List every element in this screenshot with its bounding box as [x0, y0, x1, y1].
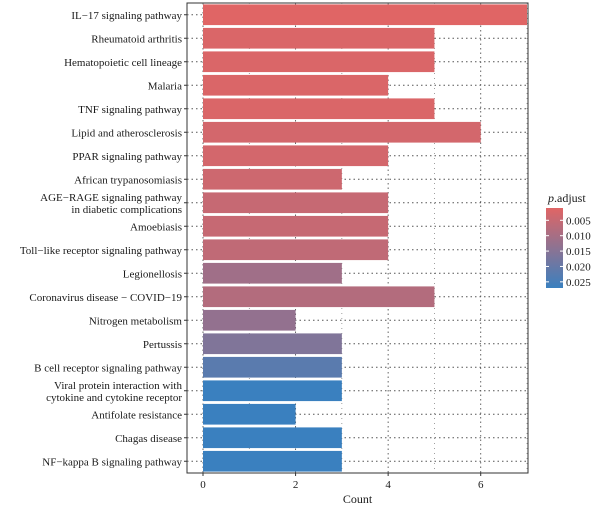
category-label-line: IL−17 signaling pathway: [71, 10, 182, 22]
category-label: AGE−RAGE signaling pathway in diabetic co…: [40, 192, 182, 216]
category-label-line: Chagas disease: [115, 433, 182, 445]
legend-tick-label: 0.015: [566, 246, 591, 258]
legend-tick-label: 0.005: [566, 215, 591, 227]
category-label: Toll−like receptor signaling pathway: [20, 245, 183, 257]
bar: [203, 262, 342, 284]
category-label: Rheumatoid arthritis: [91, 33, 182, 45]
bar: [203, 27, 435, 49]
bar: [203, 4, 527, 26]
category-label-line: Viral protein interaction with: [54, 380, 182, 392]
legend-colorbar: [546, 208, 563, 288]
bars: [203, 4, 527, 472]
legend-tick-label: 0.010: [566, 231, 591, 243]
x-axis-title: Count: [343, 492, 373, 506]
category-label: Pertussis: [143, 339, 182, 351]
category-label-line: Nitrogen metabolism: [89, 315, 183, 327]
bar: [203, 145, 389, 167]
category-label: African trypanosomiasis: [74, 174, 182, 186]
category-label-line: Pertussis: [143, 339, 182, 351]
legend: p.adjust 0.005 0.010 0.015 0.020 0.025: [546, 191, 591, 289]
category-label: Viral protein interaction with cytokine a…: [46, 380, 182, 404]
category-label: Coronavirus disease − COVID−19: [29, 292, 182, 304]
category-label: B cell receptor signaling pathway: [34, 362, 182, 374]
category-label: Malaria: [148, 80, 182, 92]
category-label-line: Coronavirus disease − COVID−19: [29, 292, 182, 304]
bar: [203, 450, 342, 472]
category-label: Legionellosis: [123, 268, 182, 280]
category-label-line: Legionellosis: [123, 268, 182, 280]
category-label-line: African trypanosomiasis: [74, 174, 182, 186]
category-label: Chagas disease: [115, 433, 182, 445]
bar: [203, 98, 435, 120]
category-label: Nitrogen metabolism: [89, 315, 183, 327]
plot-panel: [186, 2, 529, 474]
category-label: Hematopoietic cell lineage: [64, 57, 182, 69]
bar: [203, 427, 342, 449]
category-label: PPAR signaling pathway: [72, 151, 182, 163]
x-axis: 0 2 4 6: [200, 473, 484, 491]
legend-title-italic: p: [547, 191, 554, 205]
bar: [203, 74, 389, 96]
panel-border: [186, 2, 529, 474]
bar: [203, 309, 296, 331]
x-tick-label: 6: [478, 479, 484, 491]
bar: [203, 51, 435, 73]
grid-lines: [187, 3, 528, 473]
category-label-line: NF−kappa B signaling pathway: [42, 456, 182, 468]
bar: [203, 239, 389, 261]
bar: [203, 286, 435, 308]
legend-tick-label: 0.020: [566, 261, 591, 273]
bar: [203, 380, 342, 402]
bar: [203, 333, 342, 355]
bar: [203, 215, 389, 237]
category-label: Amoebiasis: [130, 221, 182, 233]
category-label-line: Malaria: [148, 80, 182, 92]
category-label-line: cytokine and cytokine receptor: [46, 392, 182, 404]
category-label-line: Antifolate resistance: [91, 409, 182, 421]
category-labels: IL−17 signaling pathway Rheumatoid arthri…: [20, 10, 187, 468]
category-label-line: TNF signaling pathway: [78, 104, 182, 116]
category-label-line: Toll−like receptor signaling pathway: [20, 245, 183, 257]
category-label-line: Rheumatoid arthritis: [91, 33, 182, 45]
category-label: Antifolate resistance: [91, 409, 182, 421]
legend-tick-label: 0.025: [566, 277, 591, 289]
x-tick-label: 4: [385, 479, 391, 491]
x-tick-label: 2: [293, 479, 299, 491]
category-label: NF−kappa B signaling pathway: [42, 456, 182, 468]
bar: [203, 356, 342, 378]
category-label-line: PPAR signaling pathway: [72, 151, 182, 163]
x-tick-label: 0: [200, 479, 206, 491]
category-label-line: Amoebiasis: [130, 221, 182, 233]
legend-title: p.adjust: [547, 191, 586, 205]
category-label-line: Hematopoietic cell lineage: [64, 57, 182, 69]
category-label-line: AGE−RAGE signaling pathway: [40, 192, 182, 204]
category-label: TNF signaling pathway: [78, 104, 182, 116]
category-label-line: B cell receptor signaling pathway: [34, 362, 182, 374]
category-label-line: Lipid and atherosclerosis: [71, 127, 182, 139]
legend-ticks: 0.005 0.010 0.015 0.020 0.025: [546, 215, 591, 289]
category-label: IL−17 signaling pathway: [71, 10, 182, 22]
legend-title-rest: .adjust: [554, 191, 586, 205]
category-label: Lipid and atherosclerosis: [71, 127, 182, 139]
bar: [203, 121, 481, 143]
bar: [203, 403, 296, 425]
bar: [203, 192, 389, 214]
bar: [203, 168, 342, 190]
category-label-line: in diabetic complications: [71, 204, 182, 216]
